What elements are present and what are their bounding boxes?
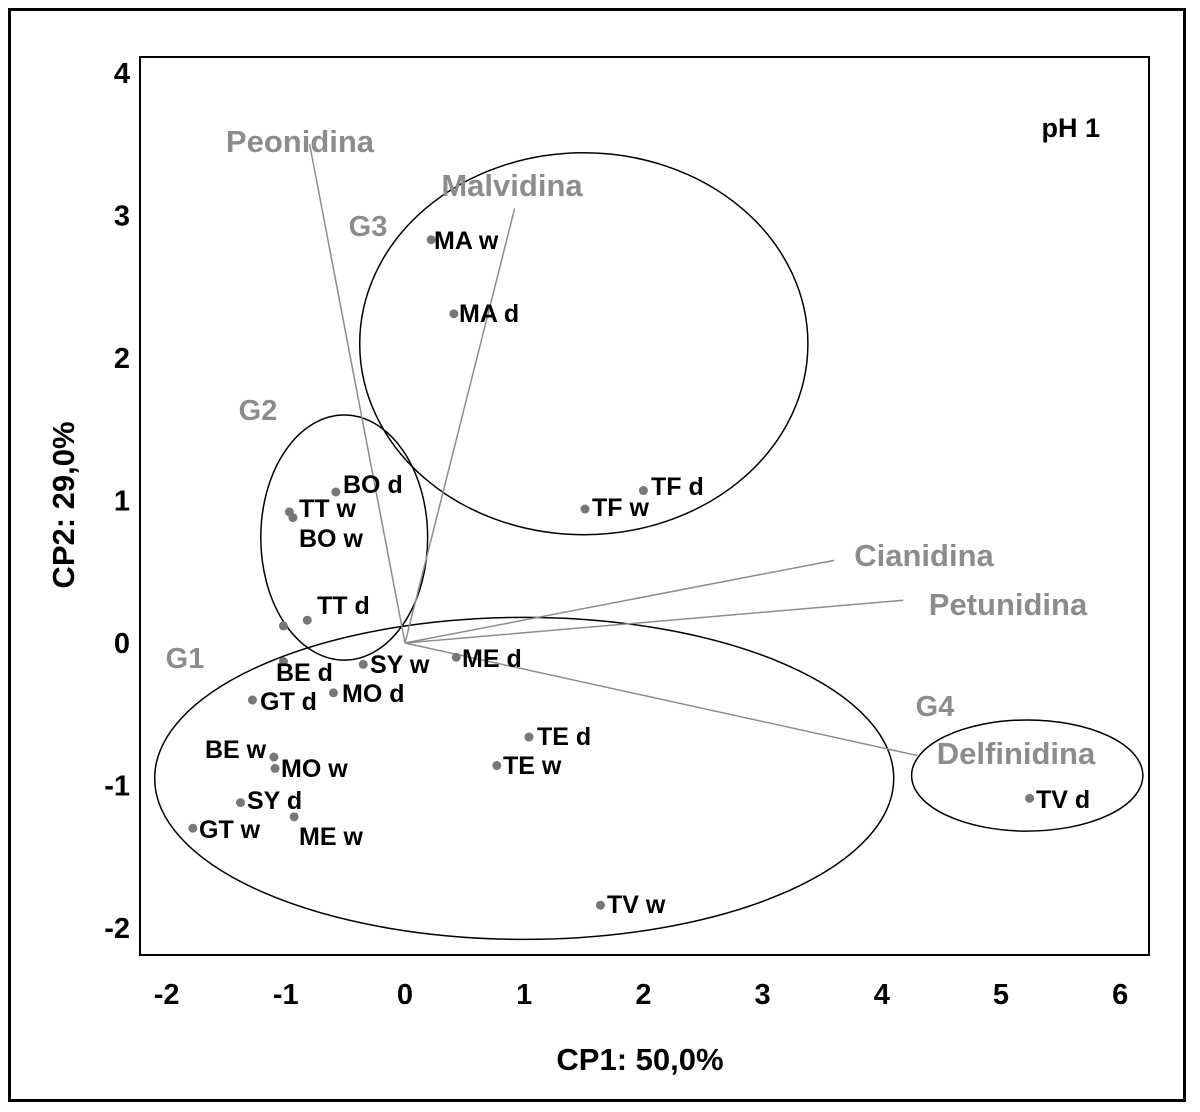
x-tick-label: 2 <box>635 979 651 1011</box>
point-be-d <box>278 657 288 667</box>
x-axis-ticks: -2 -1 0 1 2 3 4 5 6 <box>154 979 1129 1011</box>
loading-label-petunidina: Petunidina <box>929 587 1088 622</box>
point-te-w <box>492 761 502 771</box>
x-tick-label: 1 <box>516 979 532 1011</box>
point-be-w <box>269 752 279 762</box>
point-tf-w <box>580 504 590 514</box>
condition-annotation: pH 1 <box>1041 113 1100 143</box>
y-tick-label: 2 <box>114 343 130 375</box>
point-bo-d <box>331 487 341 497</box>
group-ellipse-g3 <box>358 152 809 536</box>
point-label-gt-w: GT w <box>199 816 261 844</box>
point-label-tf-d: TF d <box>651 473 704 501</box>
point-label-tt-d: TT d <box>317 592 370 620</box>
group-ellipses: G1 G2 G3 G4 <box>153 152 1144 941</box>
point-tt-d <box>302 615 312 625</box>
y-axis-label: CP2: 29,0% <box>46 421 81 588</box>
loading-vectors: Peonidina Malvidina Cianidina Petunidina Del… <box>226 124 1096 771</box>
figure-frame <box>8 8 1186 1102</box>
point-label-bo-w: BO w <box>299 525 363 553</box>
y-tick-label: 4 <box>114 58 130 90</box>
point-label-tv-w: TV w <box>607 891 666 919</box>
point-label-be-d: BE d <box>276 659 333 687</box>
x-tick-label: -1 <box>273 979 299 1011</box>
point-label-bo-d: BO d <box>343 471 403 499</box>
point-te-d <box>524 732 534 742</box>
point-ma-d <box>449 309 459 319</box>
point-label-tf-w: TF w <box>592 494 649 522</box>
point-label-mo-d: MO d <box>342 680 405 708</box>
point-tv-d <box>1025 793 1035 803</box>
point-tf-d <box>638 486 648 496</box>
point-unlabeled-8 <box>278 621 288 631</box>
x-tick-label: -2 <box>154 979 180 1011</box>
group-ellipse-g1 <box>153 616 895 941</box>
loading-label-malvidina: Malvidina <box>441 168 583 203</box>
x-tick-label: 5 <box>993 979 1009 1011</box>
point-me-w <box>289 812 299 822</box>
group-label-g2: G2 <box>239 395 278 427</box>
x-tick-label: 6 <box>1112 979 1128 1011</box>
point-mo-w <box>270 763 280 773</box>
point-label-gt-d: GT d <box>260 688 317 716</box>
point-label-tt-w: TT w <box>299 495 356 523</box>
loading-label-delfinidina: Delfinidina <box>937 736 1096 771</box>
point-label-te-w: TE w <box>503 752 562 780</box>
point-gt-w <box>188 823 198 833</box>
point-label-tv-d: TV d <box>1036 786 1090 814</box>
loading-line-delfinidina <box>404 642 918 757</box>
x-tick-label: 4 <box>874 979 890 1011</box>
y-tick-label: 1 <box>114 486 130 518</box>
group-ellipse-g2 <box>260 414 429 661</box>
point-label-te-d: TE d <box>537 723 591 751</box>
point-label-mo-w: MO w <box>281 755 348 783</box>
x-axis-label: CP1: 50,0% <box>556 1042 723 1077</box>
x-tick-label: 0 <box>397 979 413 1011</box>
group-label-g1: G1 <box>166 643 205 675</box>
y-tick-label: -1 <box>104 771 130 803</box>
group-label-g4: G4 <box>916 691 955 723</box>
point-label-me-d: ME d <box>462 645 522 673</box>
point-mo-d <box>328 688 338 698</box>
point-label-be-w: BE w <box>205 736 267 764</box>
x-tick-label: 3 <box>755 979 771 1011</box>
group-label-g3: G3 <box>349 211 388 243</box>
point-gt-d <box>247 695 257 705</box>
group-ellipse-g4 <box>910 719 1144 832</box>
point-me-d <box>451 652 461 662</box>
point-label-ma-d: MA d <box>459 300 519 328</box>
loading-label-cianidina: Cianidina <box>854 538 994 573</box>
y-tick-label: -2 <box>104 913 130 945</box>
point-ma-w <box>426 235 436 245</box>
score-points: MA w MA d TF dTF w BO dTT wBO w TT d BE d SY w… <box>188 227 1090 919</box>
y-tick-label: 0 <box>114 628 130 660</box>
loading-label-peonidina: Peonidina <box>226 124 375 159</box>
point-label-sy-w: SY w <box>370 651 430 679</box>
loading-line-malvidina <box>404 208 516 644</box>
point-tv-w <box>595 900 605 910</box>
point-bo-w <box>288 513 298 523</box>
point-label-me-w: ME w <box>299 823 363 851</box>
y-axis-ticks: 4 3 2 1 0 -1 -2 <box>104 58 130 945</box>
point-sy-w <box>358 659 368 669</box>
point-label-ma-w: MA w <box>434 227 499 255</box>
loading-line-cianidina <box>404 559 835 644</box>
point-sy-d <box>236 798 246 808</box>
loading-line-petunidina <box>404 599 904 644</box>
y-tick-label: 3 <box>114 201 130 233</box>
plot-area <box>139 56 1150 956</box>
point-label-sy-d: SY d <box>247 787 302 815</box>
loading-line-peonidina <box>308 144 406 644</box>
